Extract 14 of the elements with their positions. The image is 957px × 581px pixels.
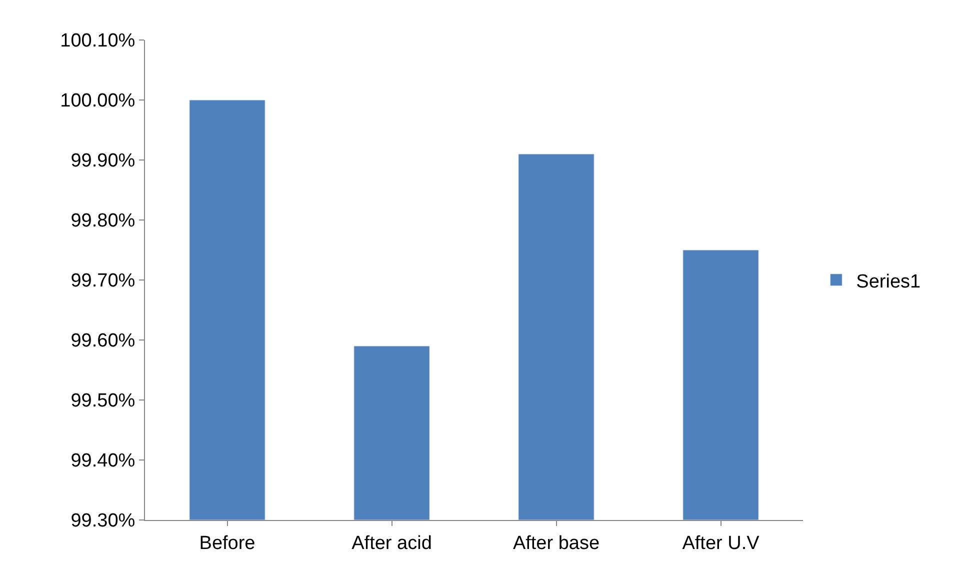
y-tick-label: 100.10% (60, 30, 136, 52)
y-tick-label: 99.70% (70, 270, 136, 292)
x-tick-label: After base (512, 532, 600, 554)
legend-label: Series1 (856, 271, 921, 292)
y-tick-label: 99.80% (70, 210, 136, 232)
y-tick-label: 100.00% (60, 90, 136, 112)
y-tick-label: 99.40% (70, 450, 136, 472)
x-tick-label: After acid (352, 532, 432, 554)
y-tick-label: 99.60% (70, 330, 136, 352)
y-tick-label: 99.30% (70, 510, 136, 532)
y-tick-label: 99.50% (70, 390, 136, 412)
y-tick-label: 99.90% (70, 150, 136, 172)
x-tick-label: Before (199, 532, 256, 554)
x-tick-label: After U.V (682, 532, 760, 554)
